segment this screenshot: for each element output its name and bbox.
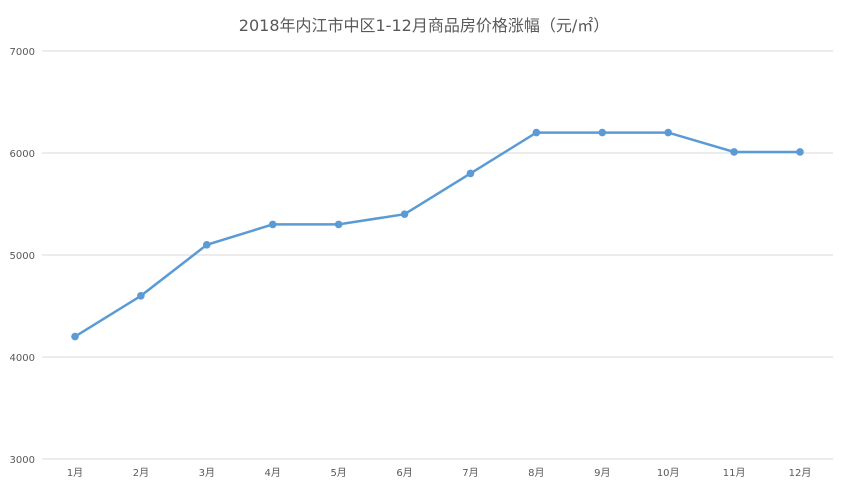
data-point [730,148,738,156]
data-point [796,148,804,156]
y-tick-label: 5000 [10,251,35,262]
x-tick-label: 7月 [462,467,478,479]
data-point [664,128,672,137]
x-tick-label: 10月 [657,467,680,479]
data-point [268,220,277,229]
x-tick-label: 12月 [789,467,812,479]
x-tick-label: 11月 [723,467,746,479]
chart-title: 2018年内江市中区1-12月商品房价格涨幅（元/㎡） [239,16,609,35]
data-point [137,292,145,300]
y-tick-label: 4000 [10,353,35,364]
x-tick-label: 6月 [396,467,412,479]
x-tick-label: 3月 [199,467,215,479]
data-point [400,210,409,218]
x-tick-label: 9月 [594,467,610,479]
x-tick-label: 1月 [67,467,83,479]
data-point [71,332,79,341]
y-tick-label: 3000 [10,455,35,466]
series-line [74,131,800,338]
y-tick-label: 7000 [10,47,35,58]
data-point [598,128,607,137]
x-tick-label: 2月 [133,467,149,479]
x-tick-label: 4月 [265,467,281,479]
x-tick-label: 5月 [330,467,346,479]
data-point [203,241,211,249]
x-tick-label: 8月 [528,467,544,479]
data-point [466,169,475,178]
y-tick-label: 6000 [10,149,35,160]
data-point [334,220,343,229]
data-point [532,128,541,137]
